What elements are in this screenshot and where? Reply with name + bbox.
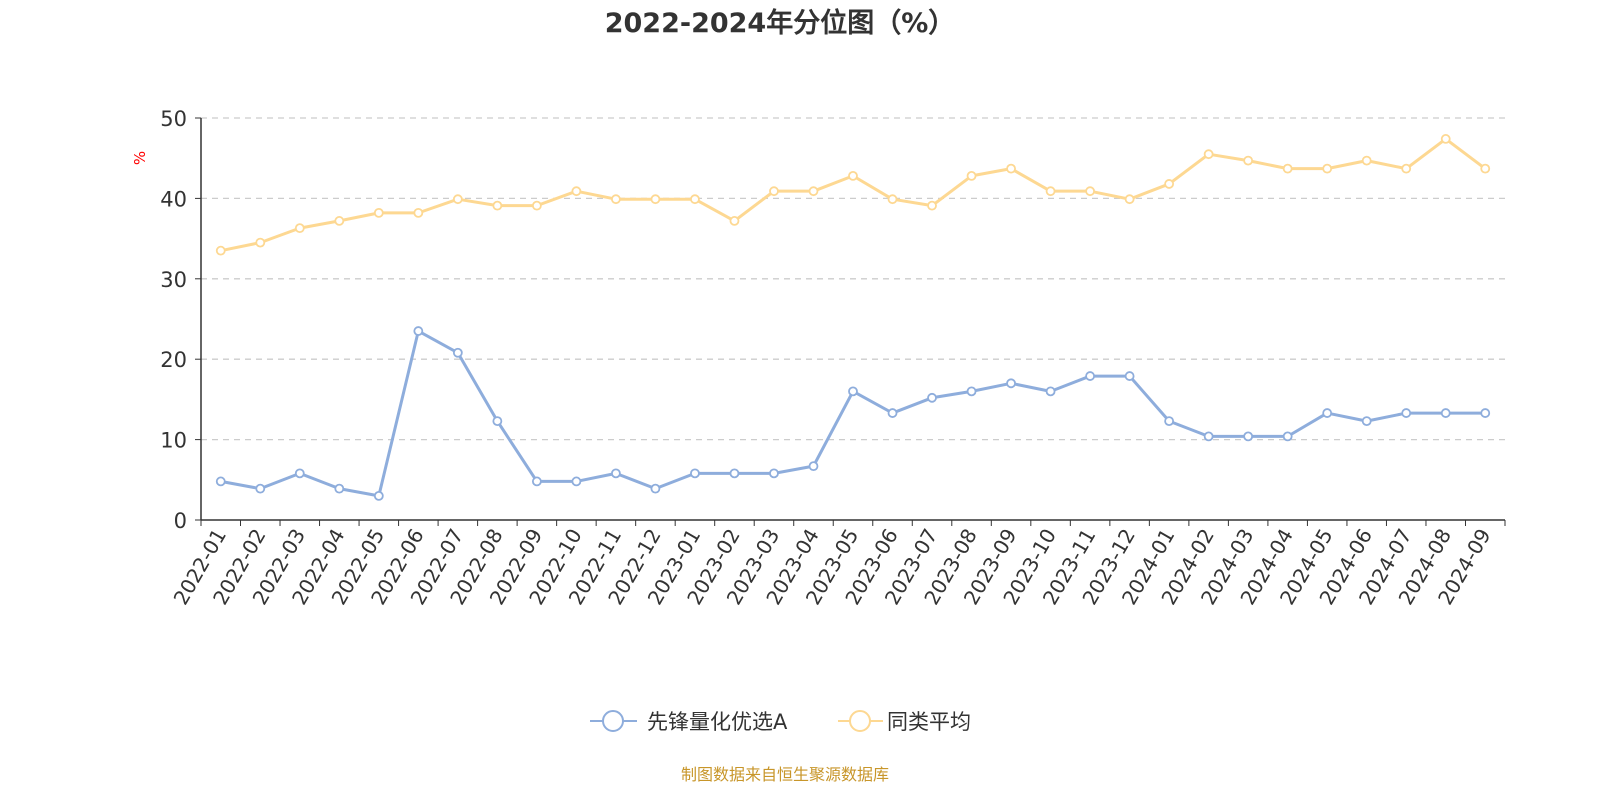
legend-item-peer-average[interactable]: 同类平均 <box>838 710 971 734</box>
data-point <box>215 245 226 256</box>
y-tick-label: 40 <box>160 187 187 211</box>
data-point <box>927 200 937 211</box>
data-point <box>650 194 661 205</box>
data-point <box>571 186 582 197</box>
data-point <box>1085 186 1095 197</box>
data-point <box>334 483 345 494</box>
y-tick-label: 10 <box>160 429 187 453</box>
data-point <box>887 194 898 205</box>
data-point <box>1164 179 1175 189</box>
data-point <box>1440 408 1451 418</box>
data-point <box>255 483 266 494</box>
data-point <box>808 461 819 472</box>
data-point <box>1322 163 1333 174</box>
data-point <box>611 194 621 205</box>
legend-item-fund[interactable]: 先锋量化优选A <box>590 710 788 734</box>
data-point <box>1124 371 1135 381</box>
data-point <box>492 416 503 427</box>
data-point <box>1124 194 1135 205</box>
data-point <box>1203 149 1214 160</box>
data-point <box>966 386 977 397</box>
data-point <box>571 476 582 487</box>
series-line <box>220 137 1487 253</box>
data-point <box>531 476 542 487</box>
series-0 <box>215 326 1491 501</box>
data-point <box>1440 134 1451 144</box>
data-point <box>1282 431 1293 442</box>
data-point <box>255 237 266 248</box>
data-point <box>1243 431 1254 442</box>
data-point <box>808 186 819 197</box>
y-tick-label: 20 <box>160 348 187 372</box>
data-point <box>1006 378 1016 389</box>
y-axis-label: % <box>131 151 149 165</box>
data-point <box>1164 416 1175 427</box>
legend-marker-icon <box>849 710 871 732</box>
data-point <box>966 170 977 181</box>
data-point <box>334 216 345 226</box>
legend-marker-icon <box>602 710 624 732</box>
data-point <box>294 468 305 479</box>
data-point <box>413 326 424 336</box>
data-point <box>373 490 384 501</box>
data-point <box>729 468 740 479</box>
data-point <box>1361 155 1372 166</box>
data-point <box>729 216 740 226</box>
data-point <box>452 194 463 205</box>
data-point <box>1203 431 1214 442</box>
data-point <box>1480 163 1491 174</box>
data-point <box>690 468 700 479</box>
data-point <box>373 207 384 218</box>
data-point <box>1480 408 1491 418</box>
data-point <box>413 207 424 218</box>
y-tick-label: 30 <box>160 268 187 292</box>
legend-label: 同类平均 <box>887 710 971 734</box>
data-point <box>611 468 621 479</box>
data-point <box>215 476 226 487</box>
data-point <box>1085 371 1095 381</box>
data-point <box>848 170 858 181</box>
data-point <box>927 392 937 403</box>
series-line <box>220 329 1486 498</box>
data-point <box>1401 408 1412 418</box>
data-point <box>1006 163 1016 174</box>
data-point <box>452 347 463 358</box>
data-point <box>1243 155 1254 166</box>
data-point <box>492 200 503 211</box>
data-point <box>769 468 779 479</box>
data-point <box>887 408 898 418</box>
footer-source: 制图数据来自恒生聚源数据库 <box>681 765 889 784</box>
data-point <box>650 483 661 494</box>
y-tick-label: 50 <box>160 107 187 131</box>
chart-title: 2022-2024年分位图（%） <box>605 7 956 39</box>
data-point <box>690 194 700 205</box>
data-point <box>1045 386 1056 397</box>
legend: 先锋量化优选A 同类平均 <box>590 710 971 734</box>
data-point <box>848 386 858 397</box>
y-tick-label: 0 <box>174 509 187 533</box>
data-point <box>1361 416 1372 427</box>
data-point <box>1401 163 1412 174</box>
data-point <box>1322 408 1333 418</box>
data-point <box>1282 163 1293 174</box>
data-point <box>531 200 542 211</box>
legend-label: 先锋量化优选A <box>647 710 788 734</box>
data-point <box>294 223 305 234</box>
data-point <box>1045 186 1056 197</box>
data-point <box>769 186 779 197</box>
series-1 <box>215 134 1491 256</box>
